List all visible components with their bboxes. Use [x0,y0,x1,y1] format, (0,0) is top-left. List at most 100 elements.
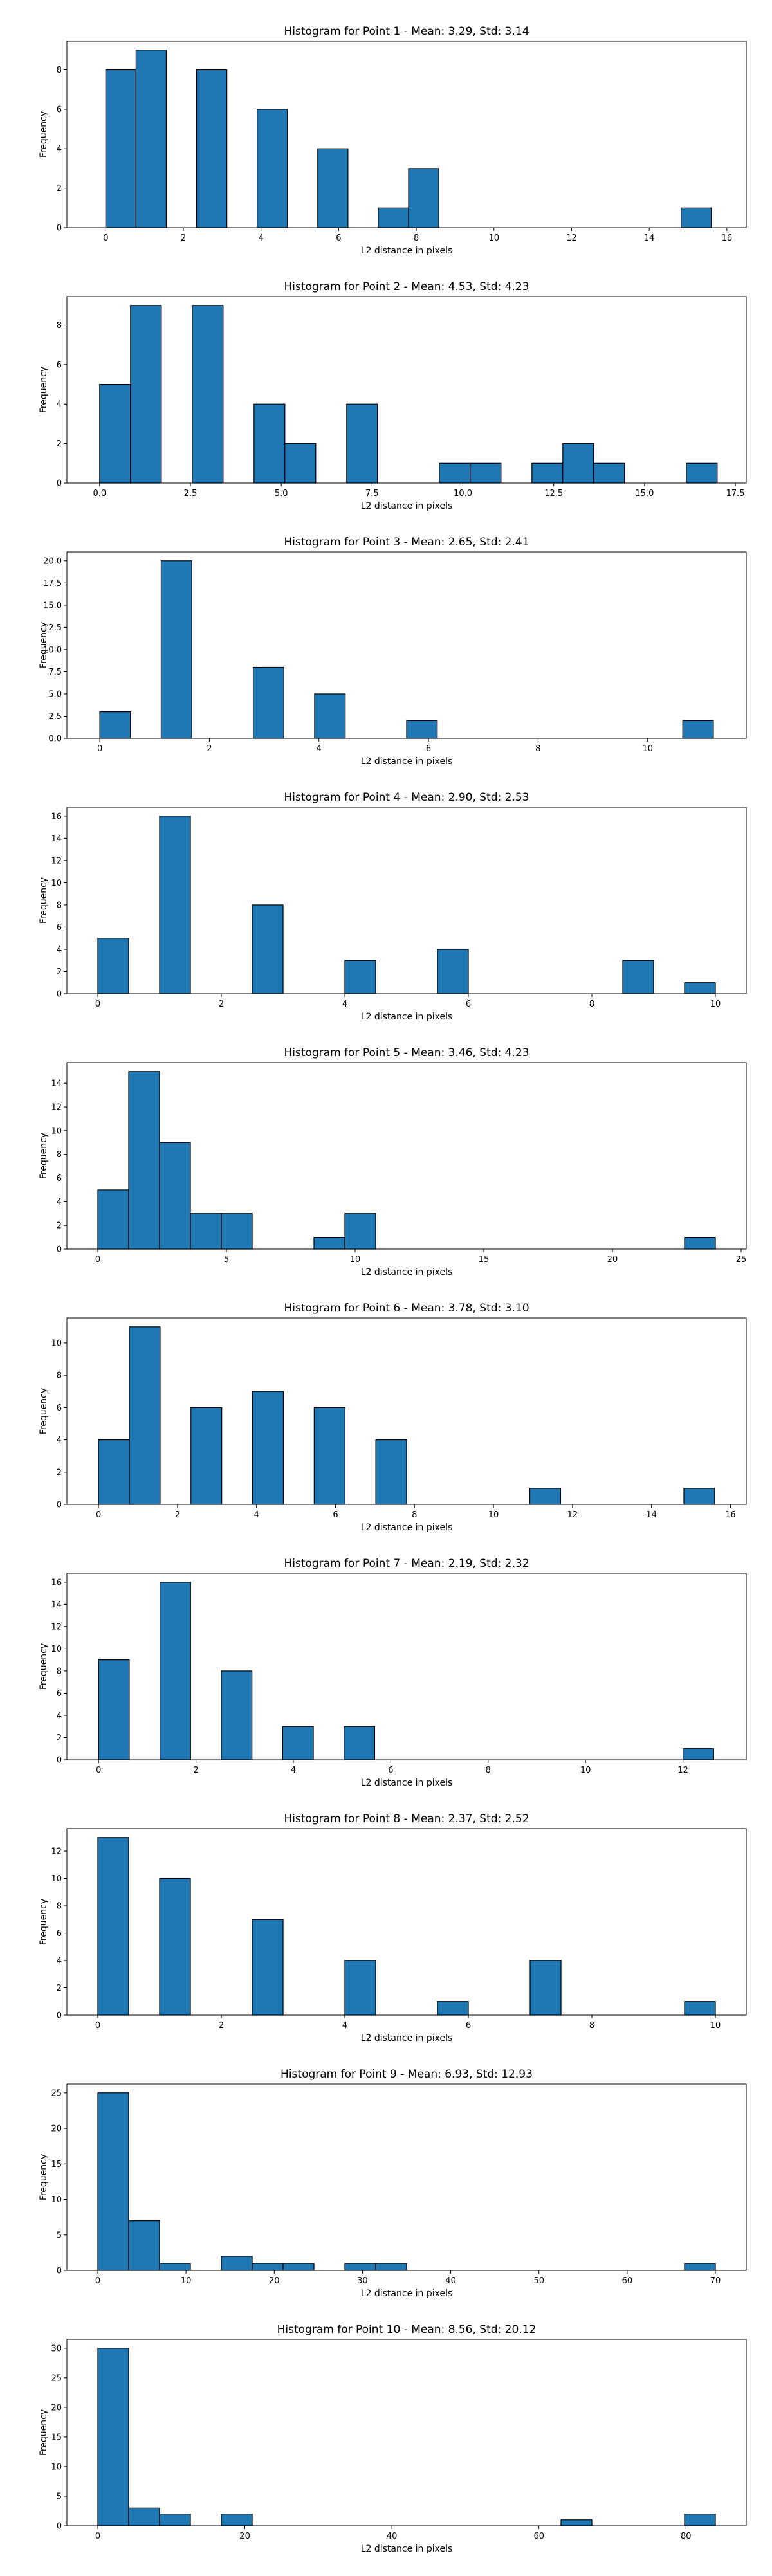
histogram-panel-9: Histogram for Point 9 - Mean: 6.93, Std:… [39,2068,747,2299]
x-tick-label: 0 [96,1510,101,1520]
x-tick-label: 15.0 [635,489,654,498]
histogram-bar [317,148,349,228]
x-tick-label: 60 [622,2276,633,2286]
x-tick-label: 20 [269,2276,280,2286]
histogram-bar [282,2263,315,2271]
histogram-bar [159,2513,191,2526]
y-tick-label: 4 [57,400,62,410]
x-tick-label: 70 [710,2276,721,2286]
x-axis-label: L2 distance in pixels [361,2033,453,2043]
histogram-bar [97,2092,129,2271]
y-tick-label: 0.0 [48,735,62,744]
chart-title: Histogram for Point 4 - Mean: 2.90, Std:… [284,791,529,804]
histogram-bar [344,1960,376,2016]
x-axis-label: L2 distance in pixels [361,246,453,256]
y-tick-label: 12 [51,1103,62,1113]
x-tick-label: 6 [426,744,431,754]
histogram-bar [252,666,284,739]
histogram-bar [437,2001,469,2016]
x-tick-label: 2 [207,744,212,754]
y-tick-label: 8 [57,900,62,910]
y-tick-label: 20 [51,2403,62,2413]
y-tick-label: 4 [57,1711,62,1721]
plot-frame [66,807,747,994]
x-tick-label: 6 [388,1766,393,1775]
y-tick-label: 4 [57,1198,62,1207]
y-tick-label: 15 [51,2160,62,2170]
histogram-bar [378,207,409,228]
y-axis-label: Frequency [39,2409,49,2456]
histogram-bar [684,2263,716,2271]
x-tick-label: 2 [219,1000,224,1009]
x-tick-label: 14 [646,1510,657,1520]
y-tick-label: 2 [57,439,62,449]
histogram-bar [314,693,346,739]
histogram-bar [681,207,712,228]
x-tick-label: 12 [567,1510,578,1520]
chart-title: Histogram for Point 6 - Mean: 3.78, Std:… [284,1302,529,1315]
plot-frame [66,2083,747,2271]
y-tick-label: 4 [57,1436,62,1445]
y-tick-label: 0 [57,1245,62,1255]
x-tick-label: 16 [722,233,733,243]
histogram-panel-10: Histogram for Point 10 - Mean: 8.56, Std… [39,2323,747,2554]
x-tick-label: 6 [466,2021,471,2031]
y-tick-label: 15.0 [43,601,62,610]
y-axis-label: Frequency [39,1899,49,1945]
y-tick-label: 20 [51,2124,62,2134]
histogram-bar [221,1213,253,1250]
x-tick-label: 8 [486,1766,491,1775]
x-tick-label: 6 [333,1510,338,1520]
y-tick-label: 30 [51,2344,62,2353]
y-tick-label: 14 [51,834,62,844]
histogram-panel-6: Histogram for Point 6 - Mean: 3.78, Std:… [39,1302,747,1533]
y-tick-label: 0 [57,990,62,1000]
y-tick-label: 10.0 [43,645,62,655]
histogram-bar [684,982,716,994]
x-tick-label: 2 [175,1510,180,1520]
y-tick-label: 10 [51,1338,62,1348]
x-tick-label: 2.5 [184,489,198,498]
histogram-bar [159,2263,191,2271]
y-tick-label: 25 [51,2373,62,2383]
histogram-bar [99,383,131,484]
y-tick-label: 8 [57,1902,62,1912]
y-tick-label: 14 [51,1600,62,1610]
y-axis-label: Frequency [39,1388,49,1434]
histogram-panel-7: Histogram for Point 7 - Mean: 2.19, Std:… [39,1557,747,1788]
histogram-panel-2: Histogram for Point 2 - Mean: 4.53, Std:… [39,280,747,511]
histogram-bar [99,711,131,739]
histogram-bar [97,1189,129,1250]
x-tick-label: 0 [95,2532,100,2541]
histogram-bar [190,1407,223,1505]
histogram-bar [128,2507,160,2526]
y-tick-label: 2 [57,1984,62,1993]
y-tick-label: 6 [57,1929,62,1939]
x-tick-label: 6 [336,233,341,243]
histogram-bar [98,1659,130,1760]
histogram-bar [221,1670,253,1760]
x-tick-label: 10 [710,2021,721,2031]
y-tick-label: 4 [57,945,62,955]
y-tick-label: 6 [57,105,62,114]
y-tick-label: 10 [51,1874,62,1884]
x-tick-label: 16 [725,1510,736,1520]
x-tick-label: 4 [291,1766,296,1775]
x-tick-label: 7.5 [365,489,379,498]
y-tick-label: 6 [57,923,62,933]
y-tick-label: 8 [57,321,62,331]
histogram-bar [313,1407,345,1505]
y-tick-label: 8 [57,1667,62,1676]
chart-title: Histogram for Point 9 - Mean: 6.93, Std:… [280,2068,533,2081]
histogram-panel-8: Histogram for Point 8 - Mean: 2.37, Std:… [39,1813,747,2043]
y-tick-label: 2 [57,967,62,977]
x-tick-label: 2 [181,233,186,243]
y-tick-label: 12.5 [43,623,62,633]
y-tick-label: 8 [57,1371,62,1381]
histogram-bar [221,2513,253,2526]
histogram-bar [344,1726,376,1760]
x-tick-label: 4 [342,1000,347,1009]
histogram-bar [593,462,625,484]
y-tick-label: 10 [51,1645,62,1654]
